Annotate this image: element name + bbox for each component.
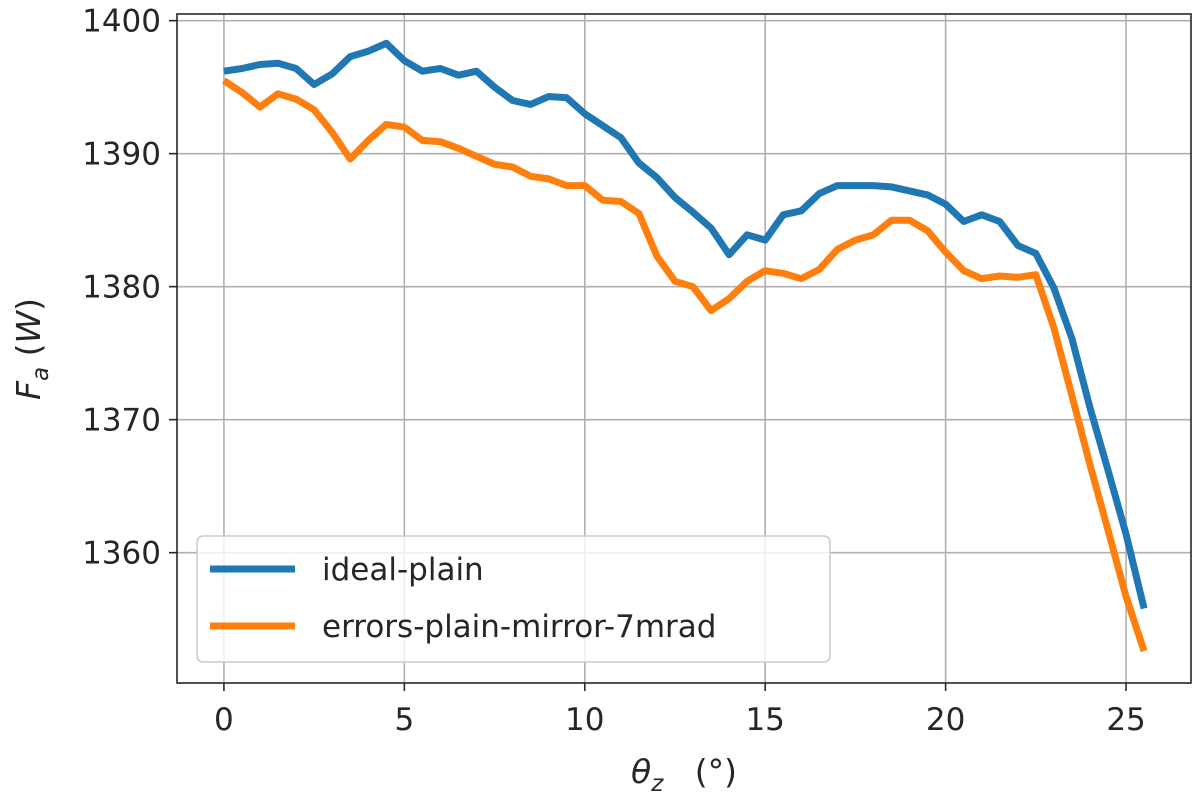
x-tick-label: 10 [565,702,604,738]
x-tick-label: 15 [745,702,784,738]
x-tick-label: 0 [214,702,234,738]
y-tick-label: 1390 [82,137,161,173]
y-tick-label: 1400 [82,4,161,40]
x-axis-title: θz (°) [631,752,737,797]
x-tick-label: 5 [394,702,414,738]
ticks: 0 5 10 15 20 25 1360 1370 1380 1390 1400 [82,4,1146,738]
y-tick-label: 1370 [82,403,161,439]
legend-label-errors-plain-mirror-7mrad: errors-plain-mirror-7mrad [322,609,716,645]
legend-box [196,535,831,663]
x-tick-label: 25 [1106,702,1145,738]
y-axis-title: Fa (W) [9,298,54,400]
series-line-ideal-plain [223,39,1148,610]
x-tick-label: 20 [926,702,965,738]
legend-label-ideal-plain: ideal-plain [322,552,484,588]
y-tick-label: 1360 [82,536,161,572]
legend: ideal-plain errors-plain-mirror-7mrad [196,535,831,663]
grid [177,14,1191,683]
series-layer [221,39,1148,653]
y-tick-label: 1380 [82,270,161,306]
plot-frame [176,13,1192,684]
series-line-errors-plain-mirror-7mrad [221,77,1148,653]
